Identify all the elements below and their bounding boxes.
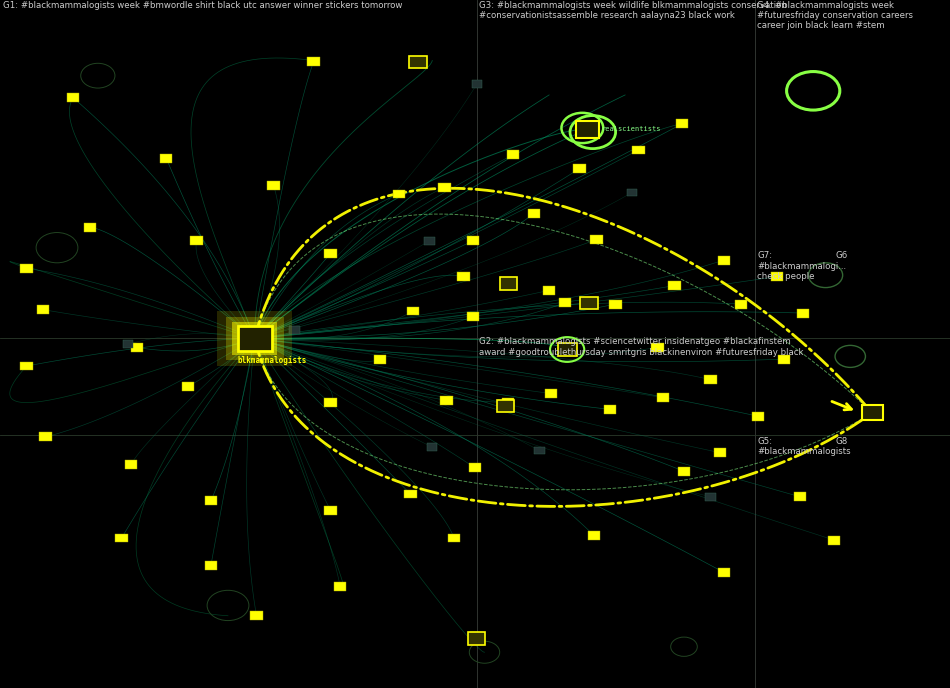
Bar bbox=[205, 561, 217, 570]
Bar bbox=[633, 145, 645, 154]
Bar bbox=[587, 531, 600, 539]
Bar bbox=[130, 343, 142, 352]
Bar bbox=[373, 355, 386, 363]
Bar bbox=[528, 209, 541, 217]
Bar bbox=[862, 405, 883, 420]
Bar bbox=[534, 447, 545, 455]
Text: G7:
#blackmammalogi...
check people: G7: #blackmammalogi... check people bbox=[757, 251, 846, 281]
Bar bbox=[580, 297, 598, 309]
Bar bbox=[467, 312, 479, 321]
Bar bbox=[507, 151, 520, 159]
Bar bbox=[576, 121, 598, 138]
Bar bbox=[458, 272, 470, 281]
Bar bbox=[182, 382, 195, 391]
Text: G2: #blackmammalogists #sciencetwitter insidenatgeo #blackafinstem
award #goodtr: G2: #blackmammalogists #sciencetwitter i… bbox=[479, 337, 804, 356]
Bar bbox=[752, 411, 765, 420]
Bar bbox=[40, 433, 52, 442]
Bar bbox=[225, 317, 284, 360]
Bar bbox=[471, 80, 482, 87]
Bar bbox=[678, 466, 690, 476]
Bar bbox=[705, 376, 717, 384]
Bar bbox=[217, 311, 293, 366]
Bar bbox=[770, 272, 783, 281]
Bar bbox=[652, 343, 663, 352]
Text: realscientists: realscientists bbox=[601, 127, 661, 132]
Bar bbox=[796, 308, 809, 317]
Bar bbox=[424, 237, 434, 244]
Bar bbox=[591, 235, 603, 244]
Bar bbox=[324, 506, 336, 515]
Bar bbox=[21, 264, 32, 272]
Bar bbox=[676, 120, 688, 128]
Text: blkmammalogists: blkmammalogists bbox=[238, 356, 307, 365]
Bar bbox=[542, 286, 555, 294]
Bar bbox=[545, 389, 557, 398]
Bar bbox=[205, 497, 217, 505]
Bar bbox=[251, 612, 262, 621]
Bar bbox=[125, 460, 138, 469]
Bar bbox=[718, 255, 731, 264]
Bar bbox=[84, 222, 96, 231]
Bar bbox=[66, 94, 79, 103]
Bar bbox=[503, 398, 515, 407]
Bar bbox=[439, 182, 451, 191]
Bar bbox=[324, 248, 336, 257]
Bar bbox=[574, 164, 585, 173]
Bar bbox=[714, 449, 727, 457]
Bar bbox=[558, 343, 577, 356]
Bar bbox=[828, 535, 841, 545]
Bar bbox=[190, 236, 203, 245]
Bar bbox=[307, 58, 319, 66]
Bar bbox=[36, 305, 49, 314]
Bar bbox=[497, 400, 514, 412]
Bar bbox=[777, 355, 790, 363]
Bar bbox=[428, 444, 437, 451]
Bar bbox=[238, 326, 272, 351]
Bar bbox=[324, 398, 336, 407]
Bar bbox=[500, 277, 517, 290]
Bar bbox=[669, 281, 680, 290]
Bar bbox=[447, 534, 460, 542]
Bar bbox=[289, 326, 299, 334]
Text: G3: #blackmammalogists week wildlife blkmammalogists conservation
#conservationi: G3: #blackmammalogists week wildlife blk… bbox=[479, 1, 787, 20]
Bar bbox=[467, 236, 479, 245]
Text: G5:
#blackmammalogists: G5: #blackmammalogists bbox=[757, 437, 851, 456]
Bar bbox=[21, 362, 32, 370]
Bar bbox=[794, 493, 806, 501]
Bar bbox=[718, 568, 731, 577]
Bar bbox=[124, 341, 133, 348]
Bar bbox=[268, 181, 279, 190]
Text: G6: G6 bbox=[836, 251, 848, 260]
Bar bbox=[393, 189, 405, 198]
Bar bbox=[610, 299, 622, 308]
Bar bbox=[233, 323, 276, 354]
Bar bbox=[407, 306, 420, 315]
Bar bbox=[604, 405, 617, 413]
Bar bbox=[333, 582, 346, 590]
Text: G1: #blackmammalogists week #bmwordle shirt black utc answer winner stickers tom: G1: #blackmammalogists week #bmwordle sh… bbox=[3, 1, 402, 10]
Bar bbox=[627, 189, 637, 197]
Bar bbox=[705, 493, 716, 501]
Bar bbox=[409, 56, 427, 68]
Bar bbox=[559, 298, 572, 307]
Bar bbox=[735, 299, 748, 308]
Bar bbox=[116, 534, 127, 542]
Bar bbox=[469, 464, 481, 472]
Text: G4: #blackmammalogists week
#futuresfriday conservation careers
career join blac: G4: #blackmammalogists week #futuresfrid… bbox=[757, 1, 913, 30]
Bar bbox=[160, 154, 173, 163]
Bar bbox=[404, 490, 416, 498]
Bar bbox=[656, 394, 669, 402]
Text: G8: G8 bbox=[836, 437, 848, 446]
Bar bbox=[468, 632, 485, 645]
Bar bbox=[440, 396, 452, 405]
